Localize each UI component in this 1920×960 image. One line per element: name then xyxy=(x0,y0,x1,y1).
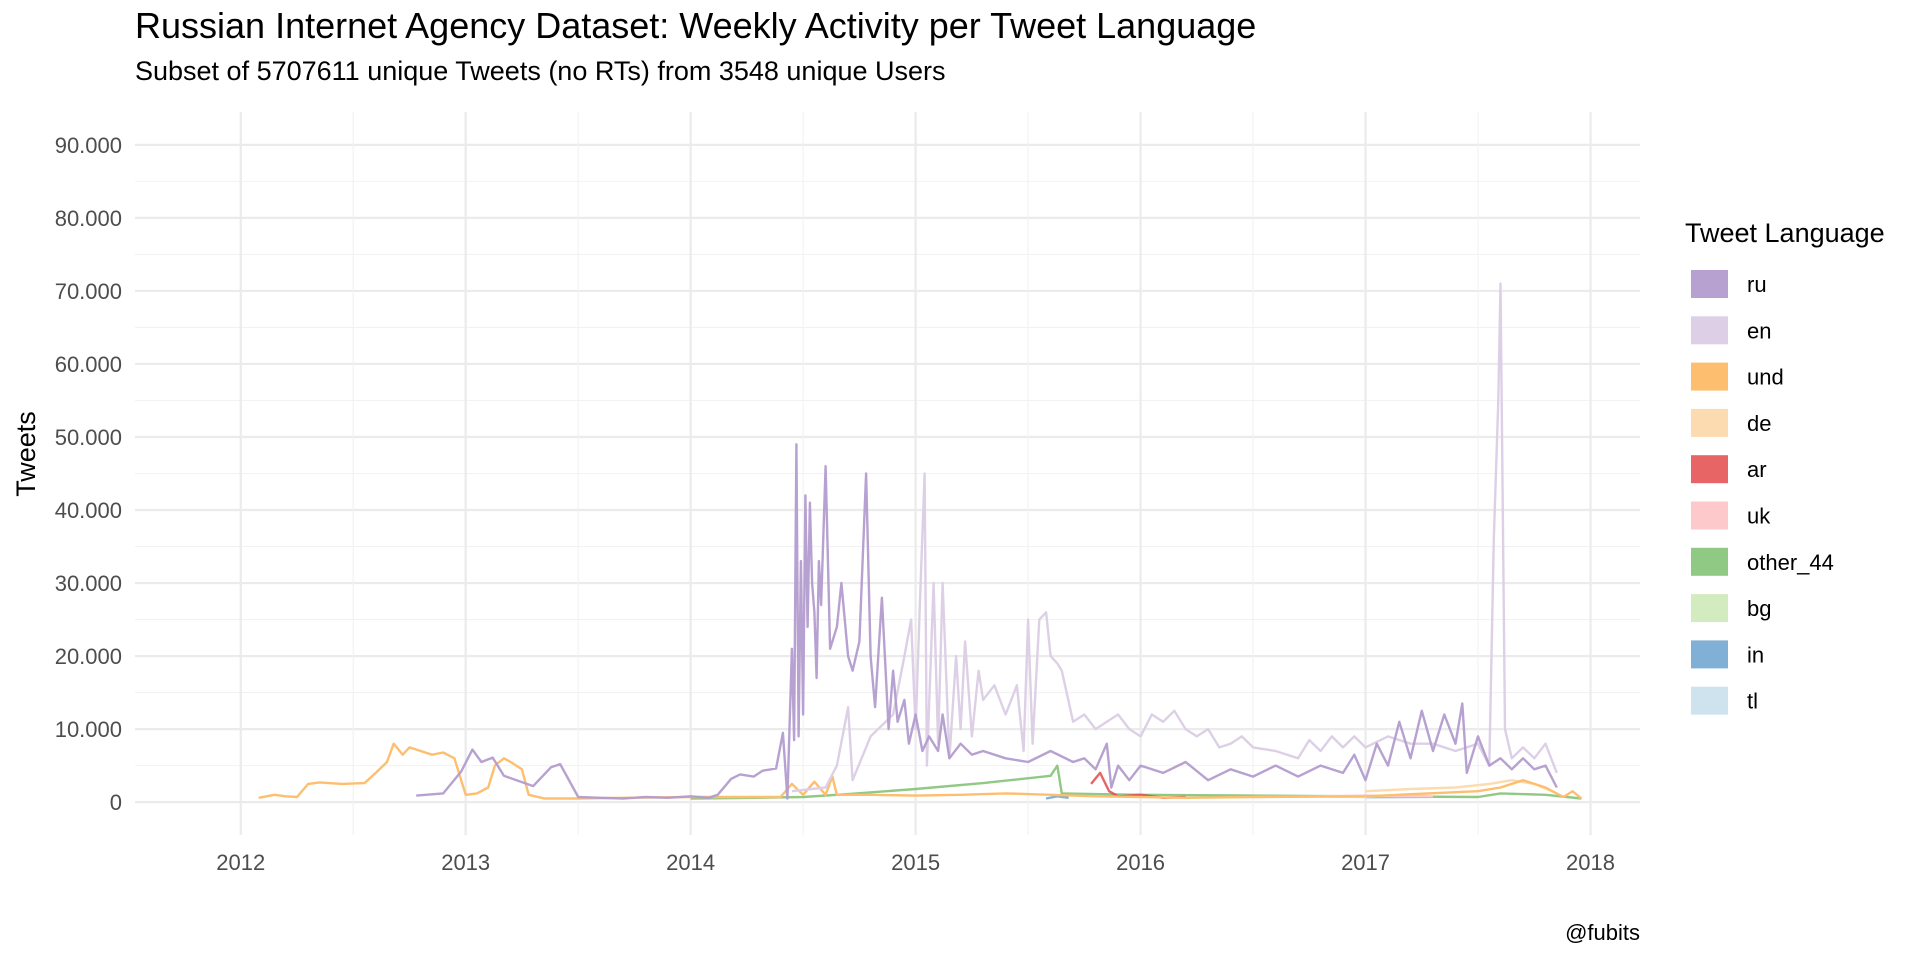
y-tick-label: 60.000 xyxy=(55,352,122,377)
legend-swatch-en xyxy=(1691,316,1728,345)
x-tick-label: 2017 xyxy=(1341,850,1390,875)
legend-label-in: in xyxy=(1747,642,1764,667)
legend-swatch-und xyxy=(1691,362,1728,391)
x-tick-label: 2014 xyxy=(666,850,715,875)
legend-swatch-de xyxy=(1691,408,1728,437)
y-tick-label: 50.000 xyxy=(55,425,122,450)
series-line-ru xyxy=(416,443,1558,800)
series-line-en xyxy=(791,282,1558,793)
y-tick-label: 20.000 xyxy=(55,644,122,669)
y-axis-title: Tweets xyxy=(11,411,41,497)
x-tick-label: 2015 xyxy=(891,850,940,875)
legend-swatch-ru xyxy=(1691,270,1728,298)
legend-label-de: de xyxy=(1747,411,1771,436)
series-line-other_44 xyxy=(690,764,1582,800)
series-line-und xyxy=(258,742,1583,800)
legend-label-tl: tl xyxy=(1747,689,1758,714)
y-tick-label: 30.000 xyxy=(55,571,122,596)
legend-label-ar: ar xyxy=(1747,457,1767,482)
x-tick-label: 2012 xyxy=(216,850,265,875)
legend-swatch-other_44 xyxy=(1691,547,1728,576)
legend-label-und: und xyxy=(1747,365,1784,390)
legend-label-bg: bg xyxy=(1747,596,1771,621)
caption: @fubits xyxy=(1565,920,1640,945)
series-line-in xyxy=(1045,795,1069,800)
series-lines xyxy=(258,282,1583,800)
grid xyxy=(135,112,1640,835)
y-tick-label: 80.000 xyxy=(55,206,122,231)
legend-label-uk: uk xyxy=(1747,504,1771,529)
legend-label-ru: ru xyxy=(1747,272,1767,297)
y-tick-label: 40.000 xyxy=(55,498,122,523)
x-tick-label: 2013 xyxy=(441,850,490,875)
legend-swatch-uk xyxy=(1691,501,1728,530)
chart-subtitle: Subset of 5707611 unique Tweets (no RTs)… xyxy=(135,56,946,86)
legend-label-other_44: other_44 xyxy=(1747,550,1834,575)
chart-title: Russian Internet Agency Dataset: Weekly … xyxy=(135,5,1256,46)
y-tick-label: 90.000 xyxy=(55,133,122,158)
x-axis-ticks: 2012 2013 2014 2015 2016 2017 2018 xyxy=(216,850,1615,875)
legend-swatch-bg xyxy=(1691,594,1728,623)
legend-swatch-tl xyxy=(1691,686,1728,715)
legend-swatch-in xyxy=(1691,640,1728,669)
y-tick-label: 0 xyxy=(110,790,122,815)
x-tick-label: 2016 xyxy=(1116,850,1165,875)
y-axis-ticks: 0 10.000 20.000 30.000 40.000 50.000 60.000 70.… xyxy=(55,133,122,815)
legend-title: Tweet Language xyxy=(1685,218,1885,248)
y-tick-label: 10.000 xyxy=(55,717,122,742)
legend-label-en: en xyxy=(1747,318,1771,343)
x-tick-label: 2018 xyxy=(1566,850,1615,875)
y-tick-label: 70.000 xyxy=(55,279,122,304)
legend-swatch-ar xyxy=(1691,455,1728,484)
